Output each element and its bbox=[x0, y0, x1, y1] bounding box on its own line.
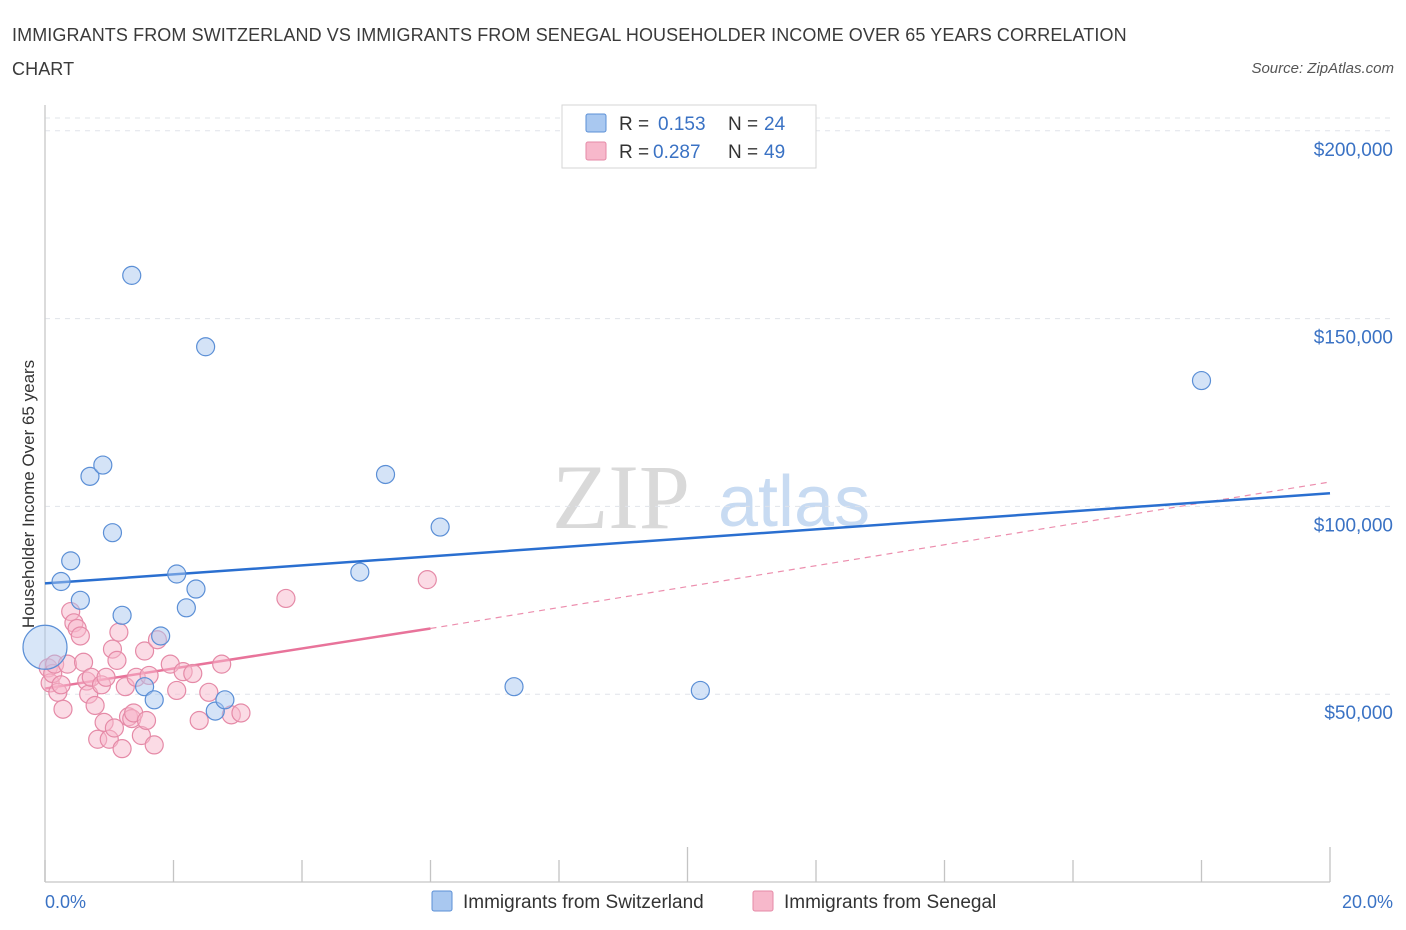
switzerland-point bbox=[186, 579, 206, 599]
senegal-point bbox=[109, 622, 129, 642]
senegal-trend-extension bbox=[430, 481, 1331, 630]
watermark-zip: ZIP bbox=[552, 446, 690, 548]
gridlines bbox=[45, 117, 1395, 695]
switzerland-point bbox=[151, 626, 171, 646]
senegal-point bbox=[189, 710, 209, 731]
senegal-point bbox=[134, 641, 155, 661]
senegal-point bbox=[112, 739, 132, 759]
y-tick-label: $100,000 bbox=[1314, 515, 1393, 536]
legend: R = 0.153 N = 24 R = 0.287 N = 49 bbox=[561, 104, 817, 169]
bottom-legend-senegal-label: Immigrants from Senegal bbox=[784, 892, 996, 913]
switzerland-point bbox=[70, 590, 90, 610]
x-tick-label-max: 20.0% bbox=[1342, 892, 1393, 912]
legend-senegal-r-value: 0.287 bbox=[653, 142, 701, 163]
data-points bbox=[22, 265, 1212, 759]
x-tick-label-min: 0.0% bbox=[45, 892, 86, 912]
tick-labels: $50,000 $100,000 $150,000 $200,000 0.0% 20.0% bbox=[45, 140, 1393, 912]
y-tick-label: $50,000 bbox=[1324, 703, 1393, 724]
switzerland-point bbox=[134, 677, 155, 697]
senegal-point bbox=[167, 680, 187, 701]
legend-senegal-n-value: 49 bbox=[764, 142, 785, 163]
senegal-point bbox=[212, 654, 232, 674]
senegal-point bbox=[85, 695, 105, 716]
switzerland-point bbox=[167, 564, 187, 584]
switzerland-point bbox=[51, 571, 71, 592]
legend-switzerland-n-label: N = bbox=[728, 114, 758, 135]
source-credit: Source: ZipAtlas.com bbox=[1251, 60, 1394, 77]
bottom-legend: Immigrants from Switzerland Immigrants f… bbox=[431, 890, 996, 913]
bottom-legend-senegal-swatch bbox=[752, 890, 774, 912]
watermark: ZIP atlas bbox=[552, 446, 870, 548]
bottom-legend-switzerland-label: Immigrants from Switzerland bbox=[463, 892, 704, 913]
legend-senegal-n-label: N = bbox=[728, 142, 758, 163]
switzerland-point bbox=[690, 680, 710, 701]
senegal-point bbox=[73, 652, 94, 672]
legend-senegal-swatch bbox=[585, 141, 607, 161]
senegal-point bbox=[107, 650, 127, 670]
axes bbox=[44, 105, 1331, 883]
switzerland-point bbox=[122, 265, 142, 285]
switzerland-point bbox=[80, 466, 100, 486]
switzerland-point bbox=[375, 464, 396, 485]
senegal-point bbox=[231, 703, 251, 723]
senegal-point bbox=[417, 570, 437, 590]
bottom-legend-switzerland-swatch bbox=[431, 890, 453, 912]
legend-switzerland-swatch bbox=[585, 113, 607, 133]
senegal-point bbox=[104, 718, 124, 738]
switzerland-point bbox=[430, 517, 450, 537]
chart-title: IMMIGRANTS FROM SWITZERLAND VS IMMIGRANT… bbox=[12, 25, 1127, 79]
legend-switzerland-r-value: 0.153 bbox=[658, 114, 706, 135]
legend-switzerland-n-value: 24 bbox=[764, 114, 786, 135]
switzerland-point bbox=[112, 605, 132, 625]
senegal-point bbox=[183, 663, 203, 684]
switzerland-point bbox=[350, 562, 370, 582]
switzerland-point bbox=[61, 551, 81, 571]
y-tick-label: $200,000 bbox=[1314, 140, 1393, 161]
legend-senegal-r-label: R = bbox=[619, 142, 649, 163]
senegal-point bbox=[276, 588, 296, 609]
y-tick-label: $150,000 bbox=[1314, 328, 1393, 349]
y-axis-title: Householder Income Over 65 years bbox=[19, 360, 38, 628]
senegal-point bbox=[51, 675, 71, 695]
senegal-point bbox=[96, 667, 116, 687]
switzerland-point bbox=[215, 690, 235, 710]
senegal-point bbox=[136, 710, 157, 731]
switzerland-point bbox=[144, 690, 164, 710]
senegal-point bbox=[53, 699, 73, 719]
legend-switzerland-r-label: R = bbox=[619, 114, 649, 135]
switzerland-point bbox=[93, 455, 113, 475]
senegal-point bbox=[199, 682, 219, 702]
switzerland-point bbox=[176, 598, 196, 618]
switzerland-point bbox=[102, 523, 123, 543]
switzerland-point bbox=[22, 624, 68, 670]
senegal-point bbox=[144, 735, 164, 755]
watermark-atlas: atlas bbox=[718, 462, 870, 542]
switzerland-trend-line bbox=[44, 491, 1331, 585]
switzerland-point bbox=[1191, 370, 1212, 391]
switzerland-point bbox=[504, 677, 524, 697]
senegal-point bbox=[70, 626, 90, 646]
switzerland-point bbox=[196, 337, 216, 357]
